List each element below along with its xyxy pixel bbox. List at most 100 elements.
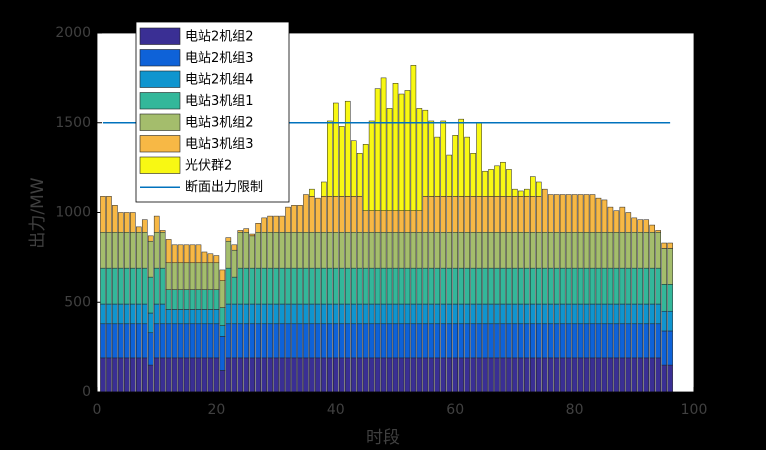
bar-segment	[655, 267, 661, 305]
bar-segment	[392, 83, 399, 211]
bar-segment	[482, 231, 488, 269]
bar-segment	[327, 357, 333, 393]
bar-segment	[637, 231, 644, 269]
bar-segment	[553, 267, 560, 305]
bar-segment	[309, 231, 315, 269]
bar-segment	[177, 309, 184, 325]
bar-segment	[225, 237, 232, 242]
bar-segment	[530, 323, 536, 359]
bar-segment	[482, 267, 488, 305]
bar-segment	[189, 357, 196, 393]
bar-segment	[147, 312, 154, 334]
bar-segment	[535, 196, 542, 233]
bar-segment	[356, 267, 363, 305]
bar-segment	[362, 231, 369, 269]
bar-segment	[255, 357, 261, 393]
bar-segment	[386, 108, 393, 211]
bar-segment	[392, 267, 399, 305]
bar-segment	[643, 231, 650, 269]
bar-segment	[171, 289, 178, 310]
bar-segment	[338, 267, 345, 305]
bar-segment	[577, 357, 584, 393]
bar-segment	[625, 212, 632, 233]
bar-segment	[446, 231, 453, 269]
bar-segment	[613, 303, 620, 325]
bar-segment	[141, 267, 148, 305]
bar-segment	[130, 267, 136, 305]
legend-label: 电站3机组3	[185, 137, 254, 152]
bar-segment	[183, 357, 190, 393]
bar-segment	[410, 267, 417, 305]
bar-segment	[392, 323, 399, 359]
bar-segment	[458, 323, 464, 359]
bar-segment	[577, 231, 584, 269]
bar-segment	[458, 357, 464, 393]
bar-segment	[577, 323, 584, 359]
bar-segment	[279, 215, 285, 233]
bar-segment	[207, 262, 214, 290]
bar-segment	[559, 231, 566, 269]
bar-segment	[297, 357, 303, 393]
bar-segment	[327, 267, 333, 305]
bar-segment	[565, 303, 572, 325]
bar-segment	[344, 357, 351, 393]
bar-segment	[321, 357, 327, 393]
legend-swatch	[139, 135, 181, 153]
bar-segment	[207, 323, 214, 359]
y-axis-label: 出力/MW	[28, 177, 48, 248]
bar-segment	[631, 357, 638, 393]
bar-segment	[338, 323, 345, 359]
bar-segment	[422, 196, 429, 233]
x-tick-label: 20	[207, 402, 225, 418]
bar-segment	[380, 210, 387, 233]
bar-segment	[147, 276, 154, 314]
bar-segment	[153, 267, 160, 305]
bar-segment	[177, 262, 184, 290]
bar-segment	[141, 231, 148, 269]
bar-segment	[368, 323, 375, 359]
bar-segment	[404, 231, 411, 269]
bar-segment	[237, 230, 244, 233]
bar-segment	[243, 357, 250, 393]
bar-segment	[649, 303, 655, 325]
bar-segment	[291, 303, 297, 325]
bar-segment	[434, 196, 441, 233]
bar-segment	[607, 267, 614, 305]
bar-segment	[374, 210, 381, 233]
bar-segment	[350, 323, 357, 359]
bar-segment	[249, 323, 256, 359]
x-tick-label: 80	[566, 402, 584, 418]
bar-segment	[470, 267, 476, 305]
bar-segment	[207, 289, 214, 310]
bar-segment	[141, 323, 148, 359]
bar-segment	[165, 357, 172, 393]
bar-segment	[195, 289, 202, 310]
legend-label: 光伏群2	[185, 158, 232, 173]
bar-segment	[458, 231, 464, 269]
bar-segment	[667, 330, 673, 366]
bar-segment	[112, 357, 118, 393]
bar-segment	[541, 357, 548, 393]
bar-segment	[255, 323, 261, 359]
bar-segment	[637, 267, 644, 305]
bar-segment	[518, 267, 524, 305]
bar-segment	[362, 267, 369, 305]
bar-segment	[309, 188, 315, 197]
bar-segment	[607, 357, 614, 393]
bar-segment	[106, 267, 112, 305]
bar-segment	[422, 357, 429, 393]
bar-segment	[392, 210, 399, 233]
bar-segment	[309, 267, 315, 305]
bar-segment	[219, 280, 226, 308]
bar-segment	[219, 336, 226, 371]
bar-segment	[422, 267, 429, 305]
bar-segment	[362, 144, 369, 211]
bar-segment	[380, 267, 387, 305]
bar-segment	[344, 267, 351, 305]
bar-segment	[153, 357, 160, 393]
bar-segment	[500, 231, 506, 269]
bar-segment	[452, 231, 458, 269]
bar-segment	[512, 188, 518, 197]
bar-segment	[159, 323, 166, 359]
bar-segment	[386, 357, 393, 393]
